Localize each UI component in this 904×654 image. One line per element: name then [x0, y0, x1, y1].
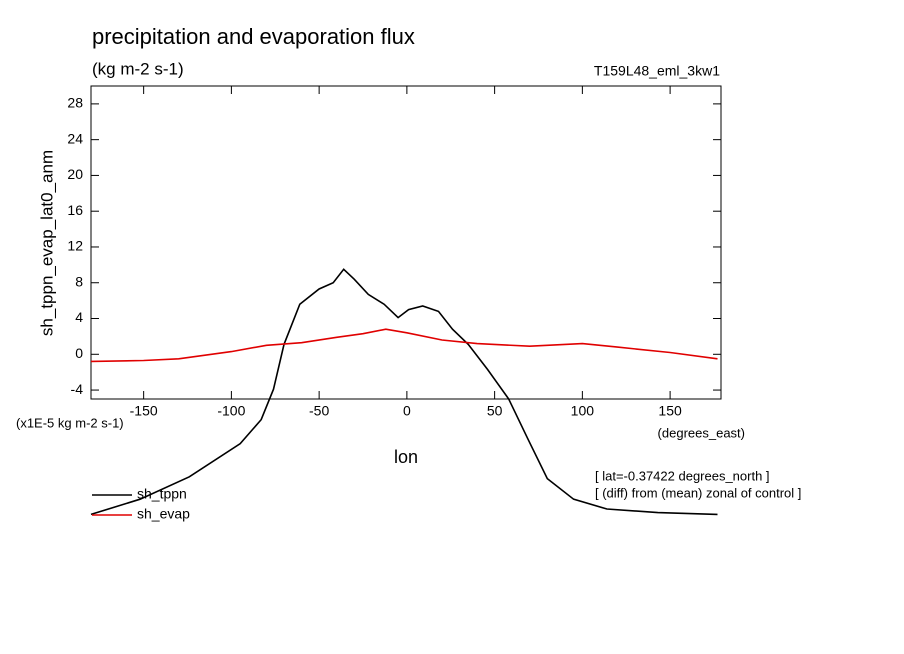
data-line	[90, 328, 718, 363]
y-axis-label: sh_tppn_evap_lat0_anm	[37, 150, 56, 336]
plot-frame	[90, 85, 722, 400]
x-tick-label: 50	[487, 403, 503, 419]
y-tick-label: 24	[67, 130, 83, 146]
x-axis-label: lon	[394, 447, 418, 467]
chart-title: precipitation and evaporation flux	[92, 24, 415, 49]
dataset-label: T159L48_eml_3kw1	[594, 63, 720, 79]
annotation: [ lat=-0.37422 degrees_north ]	[595, 468, 770, 483]
y-units: (x1E-5 kg m-2 s-1)	[16, 415, 124, 430]
x-tick-label: 100	[571, 403, 595, 419]
legend-label: sh_tppn	[137, 486, 187, 502]
y-tick-label: 12	[67, 238, 83, 254]
y-tick-label: 4	[75, 309, 83, 325]
y-tick-label: 16	[67, 202, 83, 218]
chart-subtitle: (kg m-2 s-1)	[92, 59, 184, 78]
y-tick-label: 20	[67, 166, 83, 182]
y-tick-label: 28	[67, 95, 83, 111]
x-tick-label: -100	[217, 403, 245, 419]
x-tick-label: -150	[130, 403, 158, 419]
annotation: [ (diff) from (mean) zonal of control ]	[595, 485, 801, 500]
legend-label: sh_evap	[137, 506, 190, 522]
x-units: (degrees_east)	[658, 425, 745, 440]
x-tick-label: -50	[309, 403, 329, 419]
y-tick-label: 0	[75, 345, 83, 361]
x-tick-label: 150	[658, 403, 682, 419]
x-tick-label: 0	[403, 403, 411, 419]
y-tick-label: -4	[71, 381, 84, 397]
data-line	[90, 268, 718, 516]
y-tick-label: 8	[75, 273, 83, 289]
